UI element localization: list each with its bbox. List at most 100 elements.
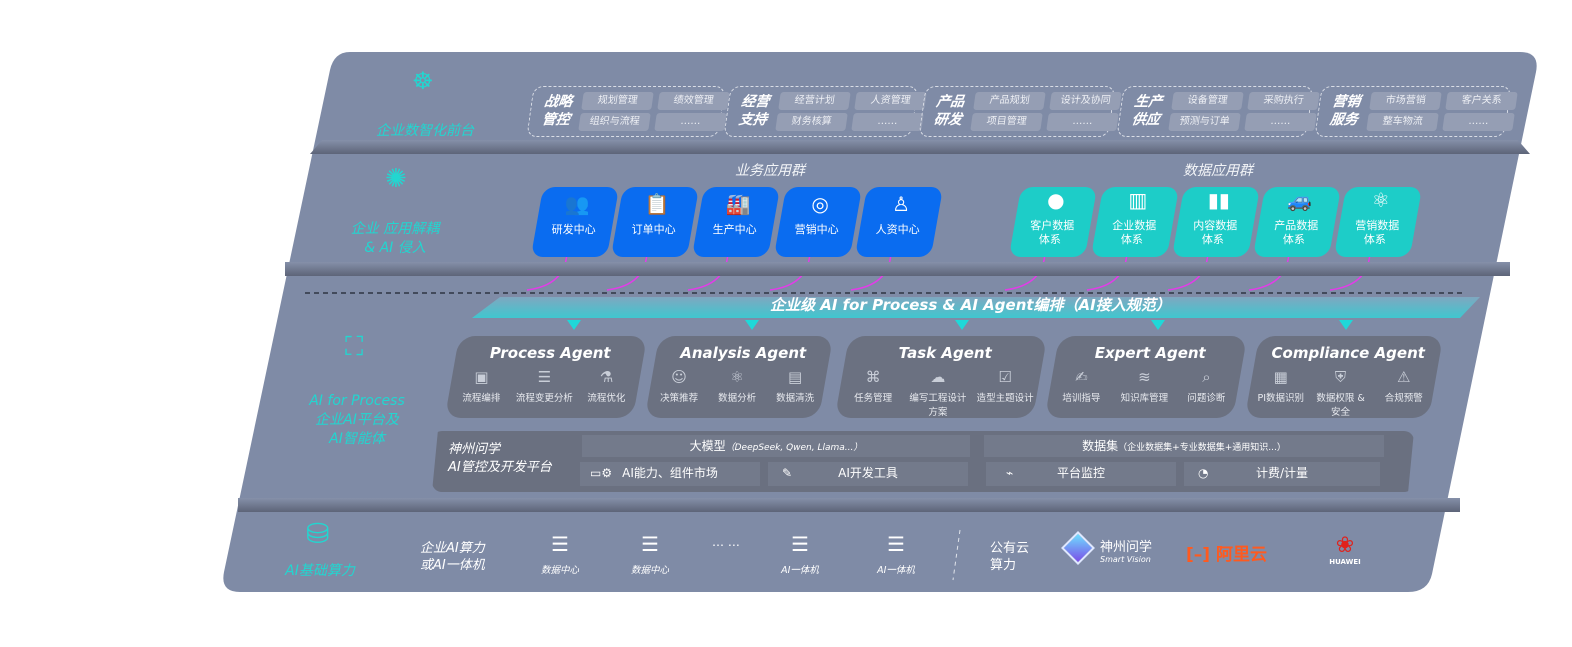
domain-title: 经营 支持 (738, 93, 771, 129)
server-item: ☰ 数据中心 (530, 532, 590, 576)
data-app-card[interactable]: ● 客户数据 体系 (1008, 187, 1098, 257)
agent-card[interactable]: Compliance Agent ▦ PI数据识别 ⛨ 数据权限 & 安全 ⚠ 合规预警 (1244, 336, 1444, 418)
data-app-card[interactable]: ⚛ 营销数据 体系 (1333, 187, 1423, 257)
agent-capability-label: 造型主题设计 (976, 393, 1034, 404)
data-app-card[interactable]: ▥ 企业数据 体系 (1090, 187, 1180, 257)
monitor-cell[interactable]: ⌁ 平台监控 (986, 462, 1176, 486)
agent-capability-label: 流程优化 (587, 393, 626, 404)
domain-chip[interactable]: …… (1442, 113, 1515, 131)
market-cell[interactable]: ▭⚙ AI能力、组件市场 (580, 462, 760, 486)
brain-icon: ☸ (412, 67, 434, 95)
data-app-label-line2: 体系 (1120, 233, 1143, 246)
billing-cell[interactable]: ◔ 计费/计量 (1184, 462, 1380, 486)
agent-capability: ⛨ 数据权限 & 安全 (1310, 368, 1371, 418)
domain-title-line1: 生产 (1133, 94, 1164, 110)
business-app-card[interactable]: 👥 研发中心 (530, 187, 620, 257)
agent-card[interactable]: Expert Agent ✍ 培训指导 ≋ 知识库管理 ⌕ 问题诊断 (1044, 336, 1248, 418)
domain-chip[interactable]: 客户关系 (1445, 92, 1518, 110)
agent-capability-label: 知识库管理 (1120, 393, 1168, 404)
data-app-label-line1: 内容数据 (1193, 219, 1238, 232)
domain-chip[interactable]: 人资管理 (854, 92, 927, 110)
agent-card[interactable]: Task Agent ⌘ 任务管理 ☁ 编写工程设计方案 ☑ 造型主题设计 (834, 336, 1048, 418)
agent-capability-label: 数据清洗 (775, 393, 814, 404)
server-item: ☰ AI一体机 (770, 532, 830, 576)
team-icon: 👥 (564, 192, 590, 216)
domain-chip[interactable]: 绩效管理 (657, 92, 730, 110)
agent-card[interactable]: Analysis Agent ☺ 决策推荐 ⚛ 数据分析 ▤ 数据清洗 (644, 336, 834, 418)
domain-chip[interactable]: 采购执行 (1247, 92, 1320, 110)
agent-capability-label: PI数据识别 (1257, 393, 1305, 404)
platform-box: 神州问学 AI管控及开发平台 大模型（DeepSeek, Qwen, Llama… (432, 431, 1414, 492)
domain-chip[interactable]: 规划管理 (581, 92, 654, 110)
molecule-icon: ✺ (385, 164, 407, 194)
agent-card[interactable]: Process Agent ▣ 流程编排 ☰ 流程变更分析 ⚗ 流程优化 (444, 336, 648, 418)
domain-chip[interactable]: 产品规划 (973, 92, 1046, 110)
data-app-label-line2: 体系 (1363, 233, 1386, 246)
domain-title-line1: 经营 (740, 94, 771, 110)
data-app-card[interactable]: ▮▮ 内容数据 体系 (1171, 187, 1261, 257)
business-app-card[interactable]: ◎ 营销中心 (773, 187, 863, 257)
public-compute-line2: 算力 (990, 558, 1017, 573)
shield-icon: ⛨ (1335, 368, 1347, 386)
layer-divider (285, 262, 1510, 276)
private-compute-line1: 企业AI算力 (420, 541, 485, 556)
books-icon: ▮▮ (1207, 188, 1230, 212)
domain-title: 营销 服务 (1329, 93, 1362, 129)
data-app-label-line2: 体系 (1282, 233, 1305, 246)
domain-chip[interactable]: 设备管理 (1171, 92, 1244, 110)
business-app-card[interactable]: 📋 订单中心 (610, 187, 700, 257)
domain-chip[interactable]: 经营计划 (778, 92, 851, 110)
domain-chip[interactable]: 市场营销 (1369, 92, 1442, 110)
private-compute-line2: 或AI一体机 (420, 558, 485, 573)
face-scan-icon: ⛶ (345, 332, 364, 362)
server-rack-icon: ☰ (641, 532, 659, 556)
aliyun-text: 阿里云 (1215, 545, 1267, 565)
clipboard-icon: 📋 (644, 192, 670, 216)
cloud-icon: ☁ (930, 368, 946, 386)
devtools-label: AI开发工具 (838, 466, 898, 480)
agent-capability: ▦ PI数据识别 (1250, 368, 1311, 404)
domain-title-line1: 产品 (935, 94, 966, 110)
business-app-label: 营销中心 (794, 223, 839, 236)
apps-layer-label: 企业 应用解耦 & AI 侵入 (340, 220, 450, 258)
data-app-label-line1: 客户数据 (1030, 219, 1075, 232)
server-label: 数据中心 (540, 565, 579, 576)
apps-layer-label-line1: 企业 应用解耦 (350, 221, 440, 237)
domain-chip[interactable]: 整车物流 (1366, 113, 1439, 131)
domain-chip[interactable]: 组织与流程 (578, 113, 651, 131)
domain-title-line1: 营销 (1331, 94, 1362, 110)
agent-capability-label: 流程变更分析 (515, 393, 573, 404)
layer-divider (238, 498, 1460, 512)
platform-name-line2: AI管控及开发平台 (448, 460, 552, 475)
domain-group: 营销 服务 市场营销 客户关系 整车物流…… (1314, 86, 1518, 137)
agent-capability: ≋ 知识库管理 (1113, 368, 1175, 404)
chart-window-icon: ▣ (474, 368, 489, 386)
agent-capability: ☑ 造型主题设计 (972, 368, 1037, 404)
domain-title: 战略 管控 (541, 93, 574, 129)
domain-chip[interactable]: …… (851, 113, 924, 131)
domain-chip[interactable]: 设计及协同 (1049, 92, 1122, 110)
huawei-logo: ❀ HUAWEI (1322, 534, 1368, 567)
car-icon: 🚙 (1287, 188, 1313, 212)
business-app-card[interactable]: 🏭 生产中心 (691, 187, 781, 257)
agent-capability-label: 流程编排 (462, 393, 501, 404)
data-app-card[interactable]: 🚙 产品数据 体系 (1252, 187, 1342, 257)
domain-chip[interactable]: 项目管理 (970, 113, 1043, 131)
domain-chip[interactable]: 预测与订单 (1168, 113, 1241, 131)
compute-layer-label: AI基础算力 (285, 563, 355, 579)
domain-title-line2: 支持 (737, 112, 768, 128)
domain-chip[interactable]: …… (654, 113, 727, 131)
devtools-cell[interactable]: ✎ AI开发工具 (768, 462, 968, 486)
domain-chip[interactable]: 财务核算 (775, 113, 848, 131)
platform-name-line1: 神州问学 (448, 442, 501, 457)
domain-chip[interactable]: …… (1244, 113, 1317, 131)
business-app-label: 研发中心 (551, 223, 596, 236)
user-icon: ● (1047, 188, 1065, 212)
teach-icon: ✍ (1075, 368, 1088, 386)
agent-title: Process Agent (489, 344, 611, 362)
domain-chip[interactable]: …… (1046, 113, 1119, 131)
data-apps-title: 数据应用群 (1183, 163, 1253, 179)
public-compute-label: 公有云 算力 (990, 540, 1029, 574)
business-app-label: 订单中心 (631, 223, 676, 236)
business-app-card[interactable]: ♙ 人资中心 (854, 187, 944, 257)
